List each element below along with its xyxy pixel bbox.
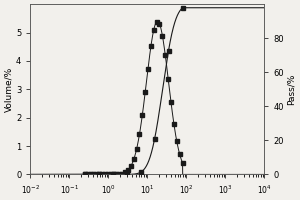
Y-axis label: Volume/%: Volume/% <box>4 67 13 112</box>
Y-axis label: Pass/%: Pass/% <box>287 74 296 105</box>
